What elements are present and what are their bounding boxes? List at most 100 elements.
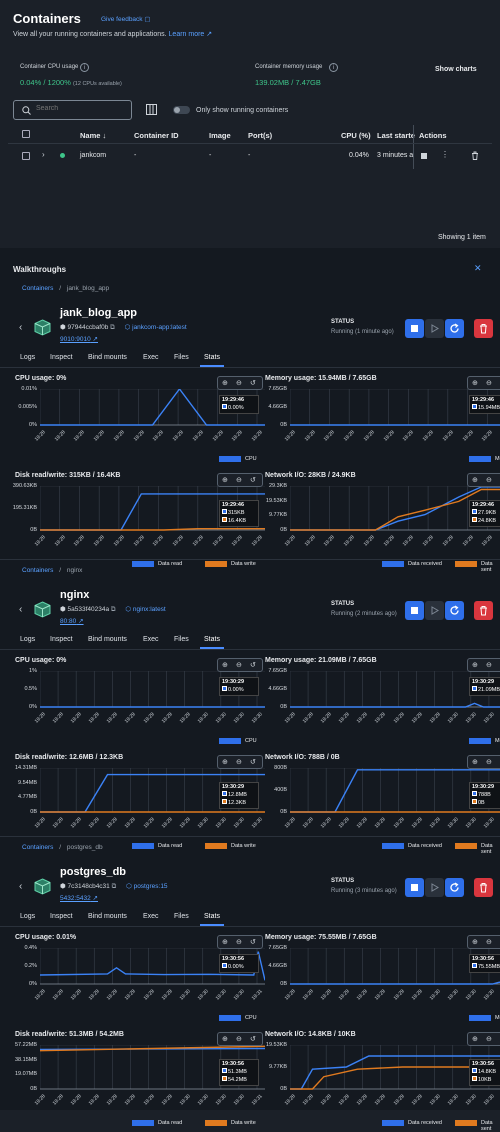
zoom-out-icon[interactable]: ⊖ bbox=[236, 662, 242, 669]
feedback-link[interactable]: Give feedback ▢ bbox=[101, 16, 151, 23]
tab-stats[interactable]: Stats bbox=[204, 354, 220, 361]
tab-logs[interactable]: Logs bbox=[20, 913, 36, 920]
cpu-info-icon[interactable]: i bbox=[80, 63, 89, 72]
zoom-in-icon[interactable]: ⊕ bbox=[472, 380, 478, 387]
select-all-checkbox[interactable] bbox=[22, 130, 30, 138]
col-image[interactable]: Image bbox=[209, 131, 231, 140]
tab-stats[interactable]: Stats bbox=[204, 913, 220, 920]
net-chart[interactable] bbox=[290, 1045, 500, 1111]
tab-files[interactable]: Files bbox=[174, 913, 189, 920]
col-ports[interactable]: Port(s) bbox=[248, 131, 273, 140]
memory-info-icon[interactable]: i bbox=[329, 63, 338, 72]
zoom-in-icon[interactable]: ⊕ bbox=[472, 477, 478, 484]
copy-icon[interactable]: ⧉ bbox=[110, 324, 115, 331]
zoom-out-icon[interactable]: ⊖ bbox=[486, 1036, 492, 1043]
stop-button[interactable] bbox=[405, 601, 424, 620]
columns-icon[interactable] bbox=[146, 104, 157, 115]
legend-label[interactable]: CPU bbox=[245, 1015, 257, 1021]
row-name[interactable]: jankcom bbox=[80, 152, 107, 159]
tab-exec[interactable]: Exec bbox=[143, 636, 159, 643]
zoom-out-icon[interactable]: ⊖ bbox=[236, 1036, 242, 1043]
disk-chart[interactable] bbox=[40, 1045, 265, 1111]
delete-button[interactable] bbox=[474, 878, 493, 897]
zoom-out-icon[interactable]: ⊖ bbox=[486, 380, 492, 387]
delete-icon[interactable] bbox=[471, 151, 479, 160]
legend-label[interactable]: Memory bbox=[495, 738, 500, 744]
zoom-in-icon[interactable]: ⊕ bbox=[472, 939, 478, 946]
zoom-out-icon[interactable]: ⊖ bbox=[486, 939, 492, 946]
legend-label[interactable]: Data write bbox=[231, 1120, 256, 1126]
image-link[interactable]: ⬡ jankcom-app:latest bbox=[124, 324, 187, 331]
reset-zoom-icon[interactable]: ↺ bbox=[250, 1036, 256, 1043]
tab-exec[interactable]: Exec bbox=[143, 354, 159, 361]
tab-files[interactable]: Files bbox=[174, 354, 189, 361]
legend-label[interactable]: Data received bbox=[408, 1120, 442, 1126]
legend-label[interactable]: Data write bbox=[231, 561, 256, 567]
zoom-out-icon[interactable]: ⊖ bbox=[486, 662, 492, 669]
legend-label[interactable]: CPU bbox=[245, 738, 257, 744]
zoom-out-icon[interactable]: ⊖ bbox=[236, 477, 242, 484]
restart-button[interactable] bbox=[445, 319, 464, 338]
breadcrumb-root[interactable]: Containers bbox=[22, 844, 54, 851]
disk-chart[interactable] bbox=[40, 768, 265, 834]
reset-zoom-icon[interactable]: ↺ bbox=[250, 662, 256, 669]
zoom-in-icon[interactable]: ⊕ bbox=[222, 477, 228, 484]
row-checkbox[interactable] bbox=[22, 152, 30, 160]
stop-icon[interactable] bbox=[421, 153, 427, 159]
delete-button[interactable] bbox=[474, 601, 493, 620]
tab-bind-mounts[interactable]: Bind mounts bbox=[88, 636, 127, 643]
legend-label[interactable]: Data sent bbox=[481, 561, 493, 573]
running-toggle[interactable] bbox=[173, 106, 190, 114]
port-link[interactable]: 5432:5432 ↗ bbox=[60, 895, 98, 902]
zoom-in-icon[interactable]: ⊕ bbox=[222, 380, 228, 387]
port-link[interactable]: 9010:9010 ↗ bbox=[60, 336, 98, 343]
reset-zoom-icon[interactable]: ↺ bbox=[250, 939, 256, 946]
restart-button[interactable] bbox=[445, 878, 464, 897]
col-name[interactable]: Name ↓ bbox=[80, 131, 107, 140]
copy-icon[interactable]: ⧉ bbox=[111, 883, 117, 890]
zoom-out-icon[interactable]: ⊖ bbox=[486, 759, 492, 766]
memory-chart[interactable] bbox=[290, 948, 500, 1006]
tab-files[interactable]: Files bbox=[174, 636, 189, 643]
legend-label[interactable]: Data sent bbox=[481, 1120, 493, 1132]
tab-exec[interactable]: Exec bbox=[143, 913, 159, 920]
expand-chevron-icon[interactable]: › bbox=[42, 150, 45, 159]
stop-button[interactable] bbox=[405, 878, 424, 897]
more-options-icon[interactable]: ⋮ bbox=[441, 150, 449, 159]
tab-bind-mounts[interactable]: Bind mounts bbox=[88, 354, 127, 361]
tab-inspect[interactable]: Inspect bbox=[50, 913, 73, 920]
tab-logs[interactable]: Logs bbox=[20, 354, 36, 361]
legend-label[interactable]: Data write bbox=[231, 843, 256, 849]
legend-label[interactable]: Data read bbox=[158, 561, 183, 567]
zoom-out-icon[interactable]: ⊖ bbox=[236, 759, 242, 766]
tab-bind-mounts[interactable]: Bind mounts bbox=[88, 913, 127, 920]
tab-stats[interactable]: Stats bbox=[204, 636, 220, 643]
legend-label[interactable]: Data received bbox=[408, 561, 442, 567]
col-last-started[interactable]: Last starte bbox=[377, 131, 415, 140]
start-button[interactable] bbox=[425, 601, 444, 620]
zoom-in-icon[interactable]: ⊕ bbox=[222, 939, 228, 946]
reset-zoom-icon[interactable]: ↺ bbox=[250, 380, 256, 387]
search-box[interactable] bbox=[13, 100, 132, 120]
tab-inspect[interactable]: Inspect bbox=[50, 636, 73, 643]
table-row[interactable]: › jankcom - - - 0.04% 3 minutes a ⋮ bbox=[0, 147, 500, 165]
learn-more-link[interactable]: Learn more bbox=[168, 31, 205, 38]
tab-inspect[interactable]: Inspect bbox=[50, 354, 73, 361]
zoom-in-icon[interactable]: ⊕ bbox=[472, 662, 478, 669]
legend-label[interactable]: Memory bbox=[495, 1015, 500, 1021]
legend-label[interactable]: Data read bbox=[158, 1120, 183, 1126]
zoom-in-icon[interactable]: ⊕ bbox=[222, 759, 228, 766]
search-input[interactable] bbox=[36, 105, 126, 112]
memory-chart[interactable] bbox=[290, 671, 500, 729]
col-cpu[interactable]: CPU (%) bbox=[341, 131, 371, 140]
port-link[interactable]: 80:80 ↗ bbox=[60, 618, 84, 625]
back-chevron-icon[interactable]: ‹ bbox=[19, 881, 23, 892]
zoom-out-icon[interactable]: ⊖ bbox=[236, 380, 242, 387]
back-chevron-icon[interactable]: ‹ bbox=[19, 604, 23, 615]
breadcrumb-root[interactable]: Containers bbox=[22, 567, 54, 574]
zoom-in-icon[interactable]: ⊕ bbox=[222, 662, 228, 669]
cpu-chart[interactable] bbox=[40, 389, 265, 447]
memory-chart[interactable] bbox=[290, 389, 500, 447]
delete-button[interactable] bbox=[474, 319, 493, 338]
start-button[interactable] bbox=[425, 319, 444, 338]
